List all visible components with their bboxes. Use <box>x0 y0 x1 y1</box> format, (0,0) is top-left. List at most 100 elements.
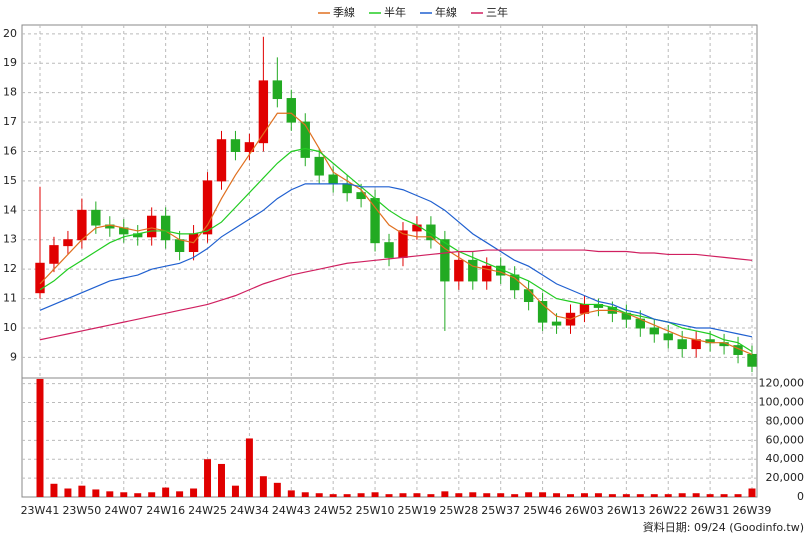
y2-tick-label: 80,000 <box>766 414 805 427</box>
x-tick-label: 23W50 <box>62 504 101 517</box>
y-tick-label: 14 <box>3 203 17 216</box>
volume-bar <box>664 494 672 497</box>
x-tick-label: 24W43 <box>272 504 311 517</box>
ma-line <box>39 183 753 338</box>
volume-bar <box>259 476 267 497</box>
volume-bar <box>176 491 184 497</box>
y-tick-label: 20 <box>3 27 17 40</box>
y2-tick-label: 20,000 <box>766 471 805 484</box>
y-tick-label: 9 <box>10 350 17 363</box>
y2-tick-label: 0 <box>797 490 804 503</box>
y-tick-label: 10 <box>3 321 17 334</box>
volume-bar <box>650 494 658 497</box>
volume-bar <box>245 438 253 497</box>
volume-bar <box>525 492 533 497</box>
x-tick-label: 24W16 <box>146 504 185 517</box>
volume-bar <box>385 494 393 497</box>
x-tick-label: 23W41 <box>21 504 60 517</box>
x-tick-label: 25W28 <box>439 504 478 517</box>
volume-bar <box>301 492 309 497</box>
volume-bar <box>36 378 44 497</box>
volume-bar <box>748 488 756 497</box>
volume-bar <box>399 493 407 497</box>
volume-bar <box>622 494 630 497</box>
x-tick-label: 26W39 <box>733 504 772 517</box>
y-tick-label: 11 <box>3 292 17 305</box>
candle-body <box>35 262 45 294</box>
candle-body <box>63 239 73 247</box>
y2-tick-label: 120,000 <box>759 377 805 390</box>
candle-body <box>77 209 87 241</box>
candle-body <box>286 98 296 123</box>
volume-bar <box>204 459 212 497</box>
legend-label: 季線 <box>333 5 355 19</box>
candle-body <box>426 224 436 241</box>
volume-bar <box>692 493 700 497</box>
candle-body <box>160 215 171 241</box>
source-note: 資料日期: 09/24 (Goodinfo.tw) <box>643 520 804 534</box>
y-tick-label: 15 <box>3 174 17 187</box>
volume-bar <box>594 493 602 497</box>
candle-body <box>216 139 227 182</box>
volume-bar <box>455 493 463 497</box>
volume-bar <box>273 482 281 497</box>
x-tick-label: 25W46 <box>523 504 562 517</box>
candle-body <box>49 245 59 264</box>
legend-label: 三年 <box>486 5 508 19</box>
x-tick-label: 24W34 <box>230 504 269 517</box>
x-tick-label: 24W07 <box>104 504 143 517</box>
ma-line <box>39 147 753 353</box>
y2-tick-label: 40,000 <box>766 452 805 465</box>
volume-bar <box>567 494 574 497</box>
volume-bar <box>134 493 142 497</box>
volume-bar <box>315 493 323 497</box>
volume-bar <box>162 487 170 497</box>
volume-bar <box>50 483 58 497</box>
legend-label: 半年 <box>384 5 406 19</box>
volume-bar <box>106 491 114 497</box>
candle-body <box>412 224 422 232</box>
candle-body <box>384 242 394 258</box>
candle-body <box>328 174 338 185</box>
candle-body <box>202 180 213 235</box>
volume-bar <box>120 492 128 497</box>
x-tick-label: 26W22 <box>649 504 688 517</box>
candle-body <box>468 259 478 282</box>
candle-body <box>677 339 687 350</box>
volume-bar <box>580 493 588 497</box>
volume-bar <box>78 485 86 497</box>
volume-bar <box>413 493 421 497</box>
volume-bar <box>539 492 547 497</box>
x-tick-label: 25W37 <box>481 504 520 517</box>
x-tick-label: 25W19 <box>398 504 437 517</box>
volume-bar <box>734 494 742 497</box>
volume-bar <box>329 494 337 497</box>
candle-body <box>174 239 185 253</box>
volume-bar <box>218 463 225 497</box>
candle-body <box>370 198 380 244</box>
candle-body <box>146 215 157 238</box>
y-tick-label: 13 <box>3 233 17 246</box>
candle-body <box>454 259 464 282</box>
candle-body <box>91 209 101 226</box>
volume-bar <box>720 494 728 497</box>
candle-body <box>482 265 492 282</box>
volume-bar <box>678 493 686 497</box>
candle-body <box>244 142 255 152</box>
volume-bar <box>483 493 491 497</box>
volume-bar <box>553 493 561 497</box>
volume-bar <box>190 488 198 497</box>
x-tick-label: 24W52 <box>314 504 353 517</box>
volume-bar <box>427 494 435 497</box>
legend-label: 年線 <box>435 5 457 19</box>
candle-body <box>579 303 590 314</box>
y2-tick-label: 60,000 <box>766 433 805 446</box>
y-tick-label: 19 <box>3 56 17 69</box>
candle-body <box>300 121 310 158</box>
x-tick-label: 25W10 <box>356 504 395 517</box>
candle-body <box>663 333 673 341</box>
y-tick-label: 17 <box>3 115 17 128</box>
volume-bar <box>441 491 449 497</box>
candle-body <box>272 80 283 100</box>
